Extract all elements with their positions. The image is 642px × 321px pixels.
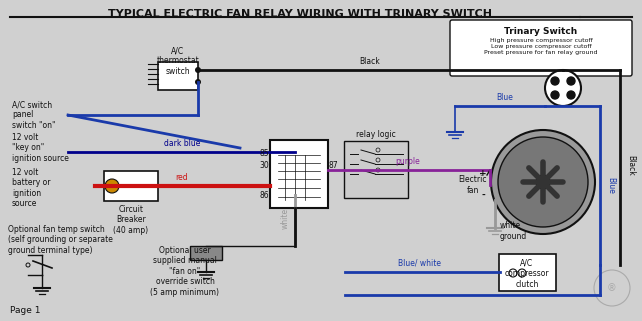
Circle shape [567,77,575,85]
Text: Electric
fan: Electric fan [459,175,487,195]
Circle shape [491,130,595,234]
Circle shape [567,91,575,99]
Text: TYPICAL ELECTRIC FAN RELAY WIRING WITH TRINARY SWITCH: TYPICAL ELECTRIC FAN RELAY WIRING WITH T… [108,9,492,19]
Text: dark blue: dark blue [164,139,200,148]
Text: 87: 87 [329,160,338,169]
Text: 12 volt
"key on"
ignition source: 12 volt "key on" ignition source [12,133,69,163]
Text: 12 volt
battery or
ignition
source: 12 volt battery or ignition source [12,168,51,208]
Text: Black: Black [626,155,635,175]
Text: 30: 30 [259,160,269,169]
Text: Low pressure compressor cutoff: Low pressure compressor cutoff [490,44,591,49]
Circle shape [536,175,550,189]
Text: Optional fan temp switch
(self grounding or separate
ground terminal type): Optional fan temp switch (self grounding… [8,225,113,255]
FancyBboxPatch shape [499,254,556,291]
Text: purple: purple [395,157,421,166]
Circle shape [551,91,559,99]
Text: Trinary Switch: Trinary Switch [505,27,578,36]
Text: white: white [281,207,290,229]
Text: High pressure compressor cutoff: High pressure compressor cutoff [490,38,593,43]
Circle shape [105,179,119,193]
Text: +: + [479,169,487,178]
Text: Optional user
supplied manual
"fan on"
override switch
(5 amp minimum): Optional user supplied manual "fan on" o… [150,246,220,297]
Circle shape [498,137,588,227]
Text: Blue: Blue [606,177,615,194]
Circle shape [195,79,201,85]
Text: Blue/ white: Blue/ white [399,259,442,268]
Text: ®: ® [607,283,617,293]
FancyBboxPatch shape [104,171,158,201]
Text: A/C switch
panel
switch "on": A/C switch panel switch "on" [12,100,55,130]
Text: Black: Black [360,57,380,66]
Text: -: - [481,190,485,199]
Text: A/C
compressor
clutch: A/C compressor clutch [505,259,550,289]
Text: 86: 86 [259,190,269,199]
Text: 85: 85 [259,149,269,158]
Text: A/C
thermostat
switch: A/C thermostat switch [157,46,200,76]
FancyBboxPatch shape [270,140,328,208]
Circle shape [551,77,559,85]
Text: relay logic: relay logic [356,130,396,139]
Text: Page 1: Page 1 [10,306,40,315]
Text: Blue: Blue [496,93,514,102]
FancyBboxPatch shape [190,246,222,260]
FancyBboxPatch shape [158,62,198,90]
FancyBboxPatch shape [450,20,632,76]
FancyBboxPatch shape [344,141,408,198]
Text: white
ground: white ground [500,221,527,241]
Circle shape [545,70,581,106]
Text: Preset pressure for fan relay ground: Preset pressure for fan relay ground [484,50,598,55]
Circle shape [195,67,201,73]
Text: red: red [176,173,188,182]
Text: Circuit
Breaker
(40 amp): Circuit Breaker (40 amp) [114,205,148,235]
